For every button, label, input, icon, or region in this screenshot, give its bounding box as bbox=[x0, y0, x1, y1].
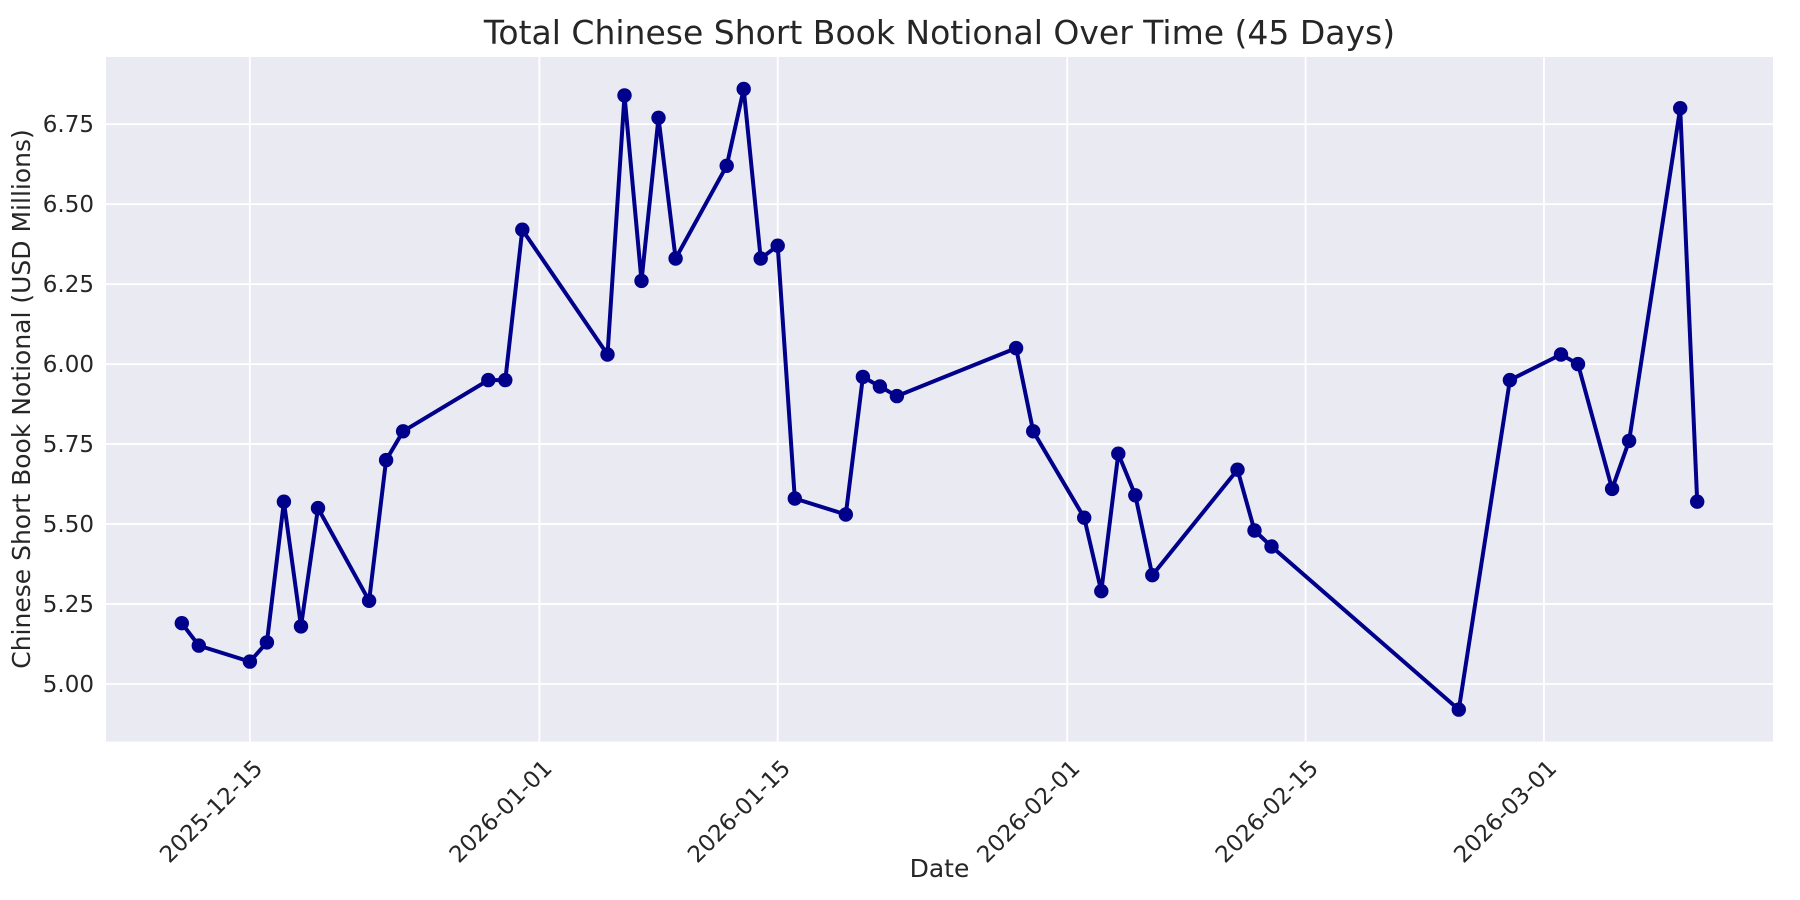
data-point-marker bbox=[259, 635, 275, 650]
chart-title: Total Chinese Short Book Notional Over T… bbox=[483, 13, 1395, 52]
data-point-marker bbox=[1128, 488, 1143, 503]
data-point-marker bbox=[395, 424, 411, 439]
data-point-marker bbox=[1264, 539, 1279, 554]
data-point-marker bbox=[872, 379, 888, 394]
data-point-marker bbox=[855, 369, 871, 385]
data-point-marker bbox=[753, 251, 768, 266]
data-point-marker bbox=[1604, 481, 1620, 497]
y-tick-label: 6.25 bbox=[43, 272, 94, 298]
x-tick-label: 2026-03-01 bbox=[1449, 755, 1562, 868]
data-point-marker bbox=[1008, 340, 1024, 356]
data-point-marker bbox=[1553, 347, 1569, 362]
data-point-marker bbox=[498, 372, 513, 388]
data-point-marker bbox=[242, 654, 258, 669]
plot-background bbox=[106, 57, 1773, 742]
data-point-marker bbox=[1502, 372, 1518, 388]
data-point-marker bbox=[361, 593, 377, 608]
y-tick-label: 5.50 bbox=[43, 512, 94, 538]
data-point-marker bbox=[787, 491, 802, 506]
data-point-marker bbox=[600, 347, 615, 362]
data-point-marker bbox=[1673, 101, 1688, 116]
data-point-marker bbox=[293, 619, 309, 634]
y-axis-label: Chinese Short Book Notional (USD Million… bbox=[7, 129, 36, 669]
data-point-marker bbox=[378, 452, 394, 468]
data-point-marker bbox=[736, 81, 751, 97]
data-point-marker bbox=[1094, 584, 1109, 599]
data-point-marker bbox=[191, 638, 206, 653]
x-tick-label: 2026-01-15 bbox=[683, 755, 796, 868]
x-tick-label: 2026-02-15 bbox=[1211, 755, 1324, 868]
data-point-marker bbox=[651, 110, 666, 126]
data-point-marker bbox=[1111, 446, 1126, 461]
data-point-marker bbox=[617, 88, 632, 103]
y-tick-label: 5.00 bbox=[43, 672, 94, 698]
data-point-marker bbox=[668, 251, 683, 266]
data-point-marker bbox=[634, 273, 649, 289]
data-point-marker bbox=[719, 158, 734, 173]
x-axis-label: Date bbox=[910, 854, 970, 883]
y-tick-label: 5.75 bbox=[43, 432, 94, 458]
data-point-marker bbox=[770, 238, 785, 253]
data-point-marker bbox=[1230, 462, 1245, 477]
data-point-marker bbox=[838, 507, 853, 522]
data-point-marker bbox=[1690, 494, 1705, 509]
y-tick-label: 6.00 bbox=[43, 352, 94, 378]
x-tick-label: 2025-12-15 bbox=[155, 755, 268, 868]
data-point-marker bbox=[1451, 702, 1467, 717]
data-point-marker bbox=[1145, 568, 1160, 583]
y-tick-label: 6.50 bbox=[43, 192, 94, 218]
data-point-marker bbox=[1077, 510, 1092, 525]
data-point-marker bbox=[276, 494, 292, 509]
data-point-marker bbox=[1247, 523, 1262, 538]
data-point-marker bbox=[174, 616, 189, 631]
x-tick-label: 2026-01-01 bbox=[445, 755, 558, 868]
y-tick-label: 6.75 bbox=[43, 112, 94, 138]
y-tick-label: 5.25 bbox=[43, 592, 94, 618]
data-point-marker bbox=[515, 222, 530, 237]
data-point-marker bbox=[1570, 356, 1586, 372]
x-tick-label: 2026-02-01 bbox=[973, 755, 1086, 868]
data-point-marker bbox=[310, 500, 326, 516]
data-point-marker bbox=[1621, 433, 1637, 449]
data-point-marker bbox=[889, 388, 905, 404]
data-point-marker bbox=[481, 372, 496, 388]
data-point-marker bbox=[1026, 424, 1041, 439]
